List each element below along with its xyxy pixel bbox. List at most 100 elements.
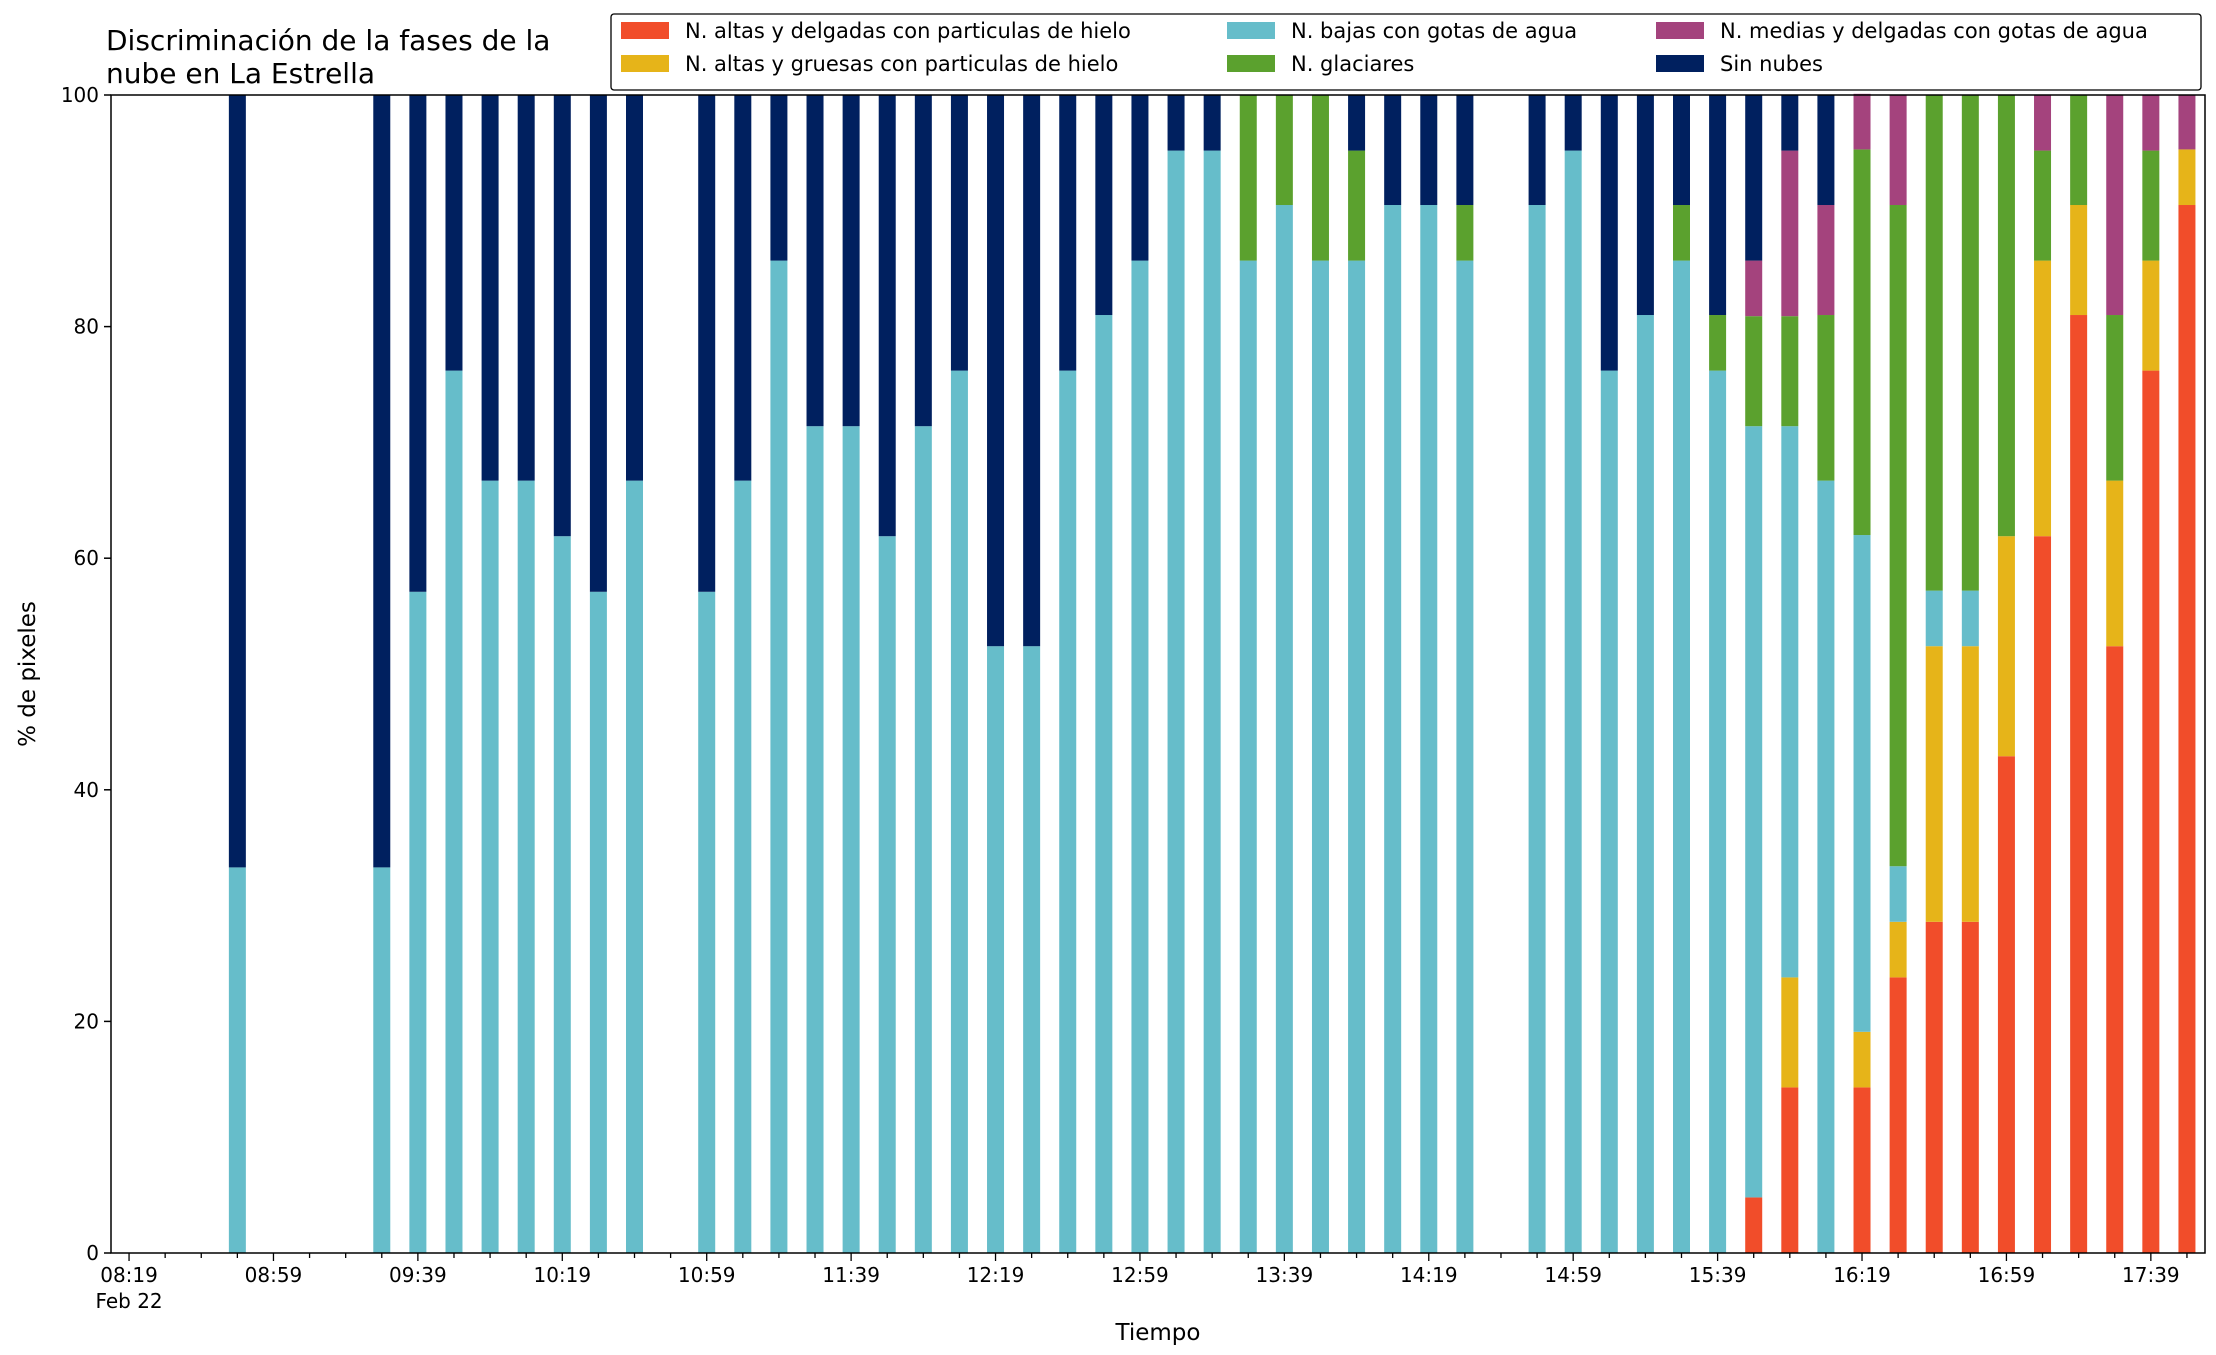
chart-title-line-1: Discriminación de la fases de la: [106, 24, 550, 57]
bar-segment: [1889, 921, 1907, 978]
bar-segment: [1384, 205, 1402, 1253]
bar-segment: [950, 95, 968, 371]
legend-swatch: [621, 55, 669, 72]
legend-swatch: [621, 22, 669, 39]
bar-segment: [770, 260, 788, 1254]
bar-segment: [1600, 370, 1618, 1254]
y-tick-label: 100: [61, 83, 99, 107]
bar-segment: [409, 591, 427, 1253]
bar-segment: [2106, 315, 2124, 481]
bar-segment: [1203, 95, 1221, 151]
bar-segment: [626, 480, 643, 1253]
bar-segment: [1456, 205, 1474, 261]
bar-segment: [1095, 95, 1113, 316]
y-tick-label: 60: [74, 546, 99, 570]
bar-segment: [1889, 95, 1907, 206]
bar-segment: [1311, 260, 1329, 1254]
bar-segment: [1925, 921, 1943, 1253]
bar-segment: [2106, 646, 2124, 1253]
bar-segment: [1673, 205, 1690, 261]
bar-segment: [1997, 536, 2015, 757]
bar-segment: [2106, 480, 2124, 647]
bar-segment: [2070, 205, 2088, 316]
bar-segment: [1925, 590, 1943, 647]
bar-segment: [806, 95, 824, 427]
bar-segment: [1781, 150, 1799, 317]
legend-swatch: [1656, 55, 1704, 72]
bar-segment: [1528, 95, 1546, 206]
bar-segment: [1925, 95, 1943, 591]
x-tick-label: 12:59: [1111, 1263, 1169, 1287]
y-tick-label: 40: [74, 778, 99, 802]
bar-segment: [626, 95, 643, 481]
bar-segment: [1961, 646, 1979, 922]
bar-segment: [1095, 315, 1113, 1253]
bar-segment: [1817, 95, 1835, 206]
bar-segment: [1889, 866, 1907, 922]
bar-segment: [734, 95, 752, 481]
bar-segment: [1745, 95, 1763, 261]
bar-segment: [1781, 1087, 1799, 1253]
bar-segment: [1564, 95, 1582, 151]
legend-label: Sin nubes: [1720, 52, 1823, 76]
bar-segment: [1348, 150, 1366, 261]
bar-segment: [1348, 95, 1366, 151]
bar-segment: [1600, 95, 1618, 371]
bar-segment: [1925, 646, 1943, 922]
bar-segment: [842, 426, 860, 1253]
bar-segment: [517, 95, 535, 481]
bar-segment: [1889, 977, 1907, 1253]
bar-segment: [1131, 95, 1149, 261]
bar-segment: [445, 95, 463, 371]
bar-segment: [1961, 590, 1979, 647]
x-tick-label: 10:19: [533, 1263, 591, 1287]
bar-segment: [2142, 370, 2160, 1254]
bar-segment: [698, 591, 716, 1253]
chart-title-line-2: nube en La Estrella: [106, 57, 375, 90]
bar-segment: [517, 480, 535, 1253]
x-tick-label: 16:59: [1978, 1263, 2036, 1287]
bar-segment: [1853, 535, 1871, 1032]
bar-segment: [1709, 95, 1727, 316]
legend-swatch: [1227, 55, 1275, 72]
x-tick-label: 15:39: [1689, 1263, 1747, 1287]
bar-segment: [2034, 260, 2052, 537]
bar-segment: [1853, 149, 1871, 536]
bar-segment: [1961, 921, 1979, 1253]
bar-segment: [1275, 205, 1293, 1253]
x-tick-label: 08:59: [245, 1263, 303, 1287]
bar-segment: [1997, 95, 2015, 537]
bar-segment: [1528, 205, 1546, 1253]
bar-segment: [228, 867, 246, 1253]
bar-segment: [445, 370, 463, 1254]
bar-segment: [1239, 260, 1257, 1254]
x-tick-sublabel: Feb 22: [95, 1289, 162, 1313]
legend-label: N. bajas con gotas de agua: [1291, 19, 1577, 43]
bar-segment: [1673, 95, 1690, 206]
y-tick-label: 20: [74, 1009, 99, 1033]
bar-segment: [1059, 370, 1077, 1254]
bar-segment: [589, 95, 607, 592]
bar-segment: [1420, 205, 1438, 1253]
bar-segment: [1636, 95, 1654, 316]
bar-segment: [373, 95, 391, 868]
bar-segment: [1781, 95, 1799, 151]
bar-segment: [1311, 95, 1329, 261]
x-tick-label: 12:19: [967, 1263, 1025, 1287]
bar-segment: [1889, 205, 1907, 867]
bar-segment: [878, 536, 896, 1253]
bar-segment: [589, 591, 607, 1253]
bar-segment: [2034, 150, 2052, 261]
bar-segment: [2034, 95, 2052, 151]
bar-segment: [1781, 316, 1799, 427]
bar-segment: [1673, 260, 1690, 1254]
legend-label: N. altas y delgadas con particulas de hi…: [685, 19, 1131, 43]
legend-swatch: [1227, 22, 1275, 39]
bar-segment: [914, 426, 932, 1253]
bar-segment: [2142, 95, 2160, 151]
bar-segment: [1817, 315, 1835, 481]
bar-segment: [1853, 1087, 1871, 1253]
bar-segment: [734, 480, 752, 1253]
bar-segment: [2070, 315, 2088, 1253]
bar-segment: [1384, 95, 1402, 206]
